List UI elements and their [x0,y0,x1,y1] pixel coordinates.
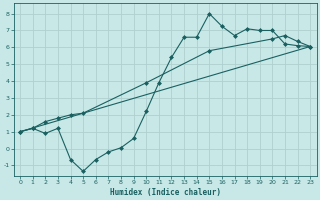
X-axis label: Humidex (Indice chaleur): Humidex (Indice chaleur) [110,188,221,197]
